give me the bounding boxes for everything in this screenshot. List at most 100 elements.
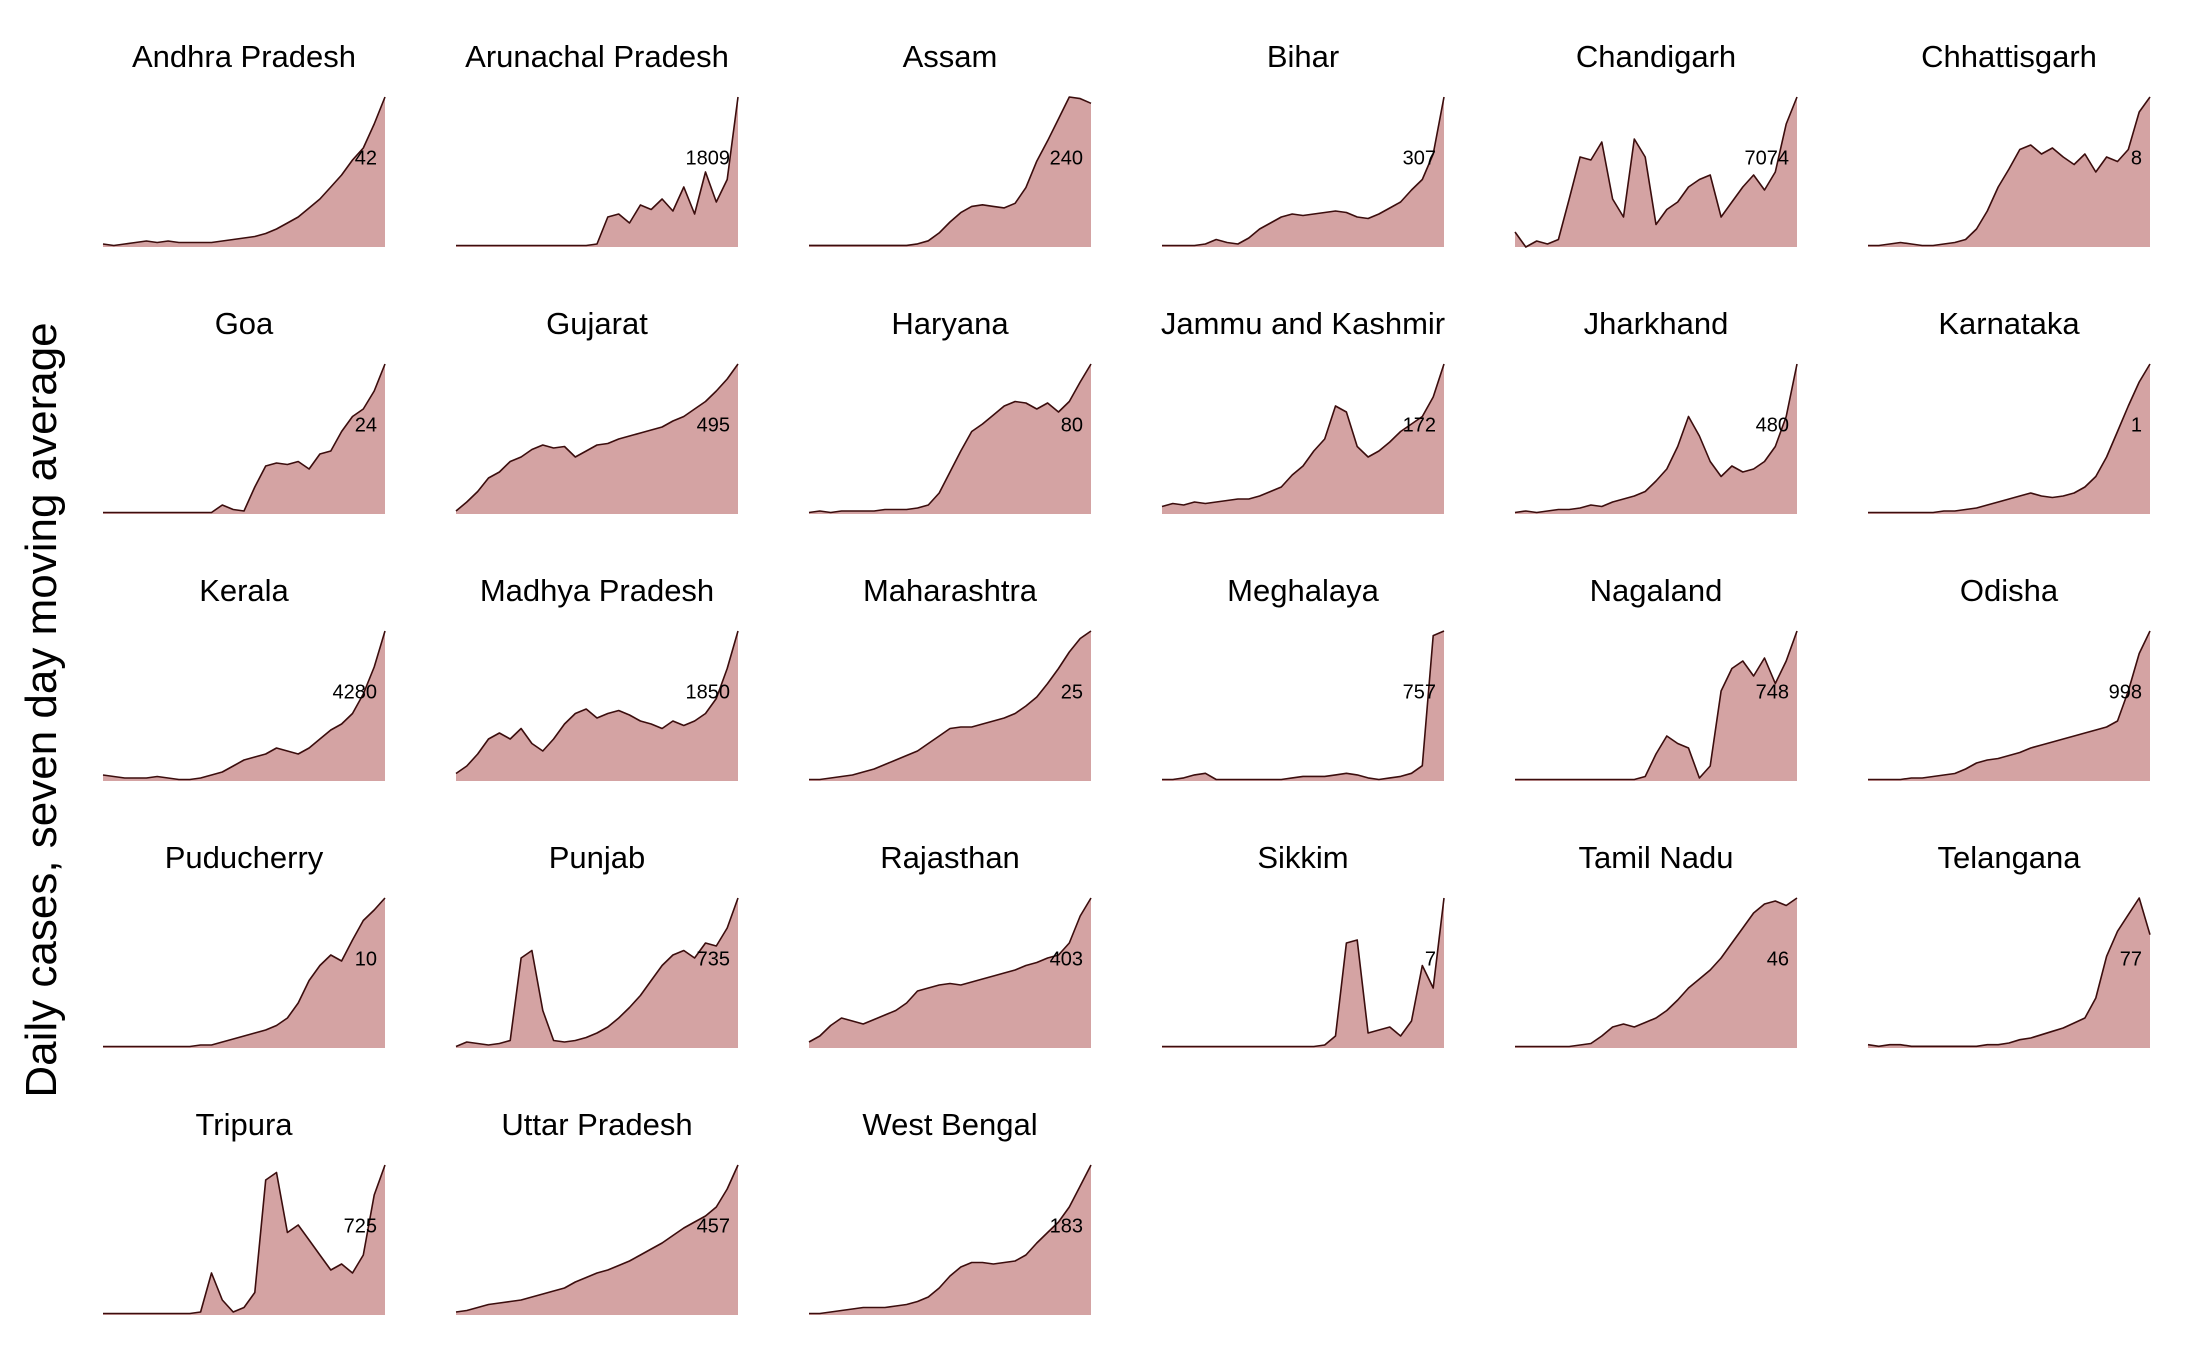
data-label: 1809: [686, 148, 731, 170]
area-series-madhya-pradesh: [456, 631, 738, 781]
area-series-uttar-pradesh: [456, 1165, 738, 1315]
data-label: 725: [344, 1216, 377, 1238]
line-series-tripura: [103, 1164, 386, 1315]
panel-haryana: Haryana 80: [808, 306, 1092, 514]
panel-tamil-nadu: Tamil Nadu 46: [1515, 840, 1798, 1048]
panel-title: Assam: [903, 39, 998, 74]
panel-title: Chhattisgarh: [1921, 39, 2097, 74]
panels-group: Andhra Pradesh 42 Arunachal Pradesh 1809 Ass…: [102, 39, 2151, 1315]
data-label: 25: [1061, 682, 1083, 704]
line-series-jammu-and-kashmir: [1161, 363, 1445, 508]
data-label: 4280: [333, 682, 378, 704]
panel-nagaland: Nagaland 748: [1515, 573, 1798, 781]
data-label: 495: [697, 415, 730, 437]
panel-maharashtra: Maharashtra 25: [809, 573, 1092, 781]
area-series-jammu-and-kashmir: [1162, 364, 1444, 514]
line-series-odisha: [1868, 630, 2151, 781]
line-series-gujarat: [455, 363, 739, 512]
data-label: 10: [355, 949, 377, 971]
line-series-karnataka: [1868, 363, 2151, 514]
y-axis-label: Daily cases, seven day moving average: [17, 322, 66, 1097]
panel-title: Meghalaya: [1227, 573, 1379, 608]
panel-chhattisgarh: Chhattisgarh 8: [1868, 39, 2151, 247]
panel-title: Maharashtra: [863, 573, 1038, 608]
area-series-maharashtra: [809, 631, 1091, 781]
panel-title: Telangana: [1937, 840, 2081, 875]
panel-madhya-pradesh: Madhya Pradesh 1850: [455, 573, 739, 781]
panel-title: Gujarat: [546, 306, 648, 341]
line-series-punjab: [455, 897, 739, 1048]
area-series-andhra-pradesh: [103, 97, 385, 247]
area-series-kerala: [103, 631, 385, 781]
line-series-telangana: [1867, 897, 2151, 1048]
area-series-nagaland: [1515, 631, 1797, 781]
data-label: 457: [697, 1216, 730, 1238]
panel-odisha: Odisha 998: [1868, 573, 2151, 781]
area-series-goa: [103, 364, 385, 514]
panel-title: Chandigarh: [1576, 39, 1736, 74]
panel-title: Odisha: [1960, 573, 2059, 608]
panel-jammu-and-kashmir: Jammu and Kashmir 172: [1161, 306, 1445, 514]
line-series-bihar: [1162, 96, 1445, 247]
panel-title: Rajasthan: [880, 840, 1020, 875]
line-series-sikkim: [1162, 897, 1445, 1048]
panel-meghalaya: Meghalaya 757: [1162, 573, 1445, 781]
line-series-madhya-pradesh: [455, 630, 739, 775]
panel-rajasthan: Rajasthan 403: [808, 840, 1092, 1048]
panel-west-bengal: West Bengal 183: [809, 1107, 1092, 1315]
panel-title: Jammu and Kashmir: [1161, 306, 1445, 341]
panel-title: Karnataka: [1938, 306, 2080, 341]
panel-gujarat: Gujarat 495: [455, 306, 739, 514]
area-series-karnataka: [1868, 364, 2150, 514]
data-label: 46: [1767, 949, 1789, 971]
area-series-telangana: [1868, 898, 2150, 1048]
panel-andhra-pradesh: Andhra Pradesh 42: [102, 39, 386, 247]
data-label: 8: [2131, 148, 2142, 170]
line-series-jharkhand: [1514, 363, 1798, 514]
panel-title: Kerala: [199, 573, 289, 608]
line-series-assam: [809, 96, 1092, 247]
line-series-chhattisgarh: [1868, 96, 2151, 247]
panel-karnataka: Karnataka 1: [1868, 306, 2151, 514]
line-series-kerala: [102, 630, 386, 781]
panel-puducherry: Puducherry 10: [103, 840, 386, 1048]
panel-jharkhand: Jharkhand 480: [1514, 306, 1798, 514]
panel-title: Uttar Pradesh: [501, 1107, 692, 1142]
data-label: 998: [2109, 682, 2142, 704]
data-label: 307: [1403, 148, 1436, 170]
line-series-chandigarh: [1514, 96, 1798, 248]
area-series-punjab: [456, 898, 738, 1048]
data-label: 1: [2131, 415, 2142, 437]
panel-title: West Bengal: [862, 1107, 1037, 1142]
line-series-west-bengal: [809, 1164, 1092, 1315]
panel-tripura: Tripura 725: [103, 1107, 386, 1315]
data-label: 480: [1756, 415, 1789, 437]
area-series-west-bengal: [809, 1165, 1091, 1315]
line-series-puducherry: [103, 897, 386, 1048]
area-series-rajasthan: [809, 898, 1091, 1048]
data-label: 24: [355, 415, 377, 437]
panel-title: Sikkim: [1257, 840, 1348, 875]
line-series-andhra-pradesh: [102, 96, 386, 247]
data-label: 240: [1050, 148, 1083, 170]
area-series-odisha: [1868, 631, 2150, 781]
line-series-maharashtra: [809, 630, 1092, 781]
data-label: 735: [697, 949, 730, 971]
line-series-arunachal-pradesh: [456, 96, 739, 247]
panel-title: Puducherry: [165, 840, 324, 875]
data-label: 403: [1050, 949, 1083, 971]
line-series-tamil-nadu: [1515, 897, 1798, 1048]
panel-title: Jharkhand: [1584, 306, 1729, 341]
panel-title: Andhra Pradesh: [132, 39, 356, 74]
line-series-goa: [103, 363, 386, 514]
panel-title: Goa: [215, 306, 274, 341]
panel-title: Madhya Pradesh: [480, 573, 714, 608]
panel-goa: Goa 24: [103, 306, 386, 514]
line-series-meghalaya: [1162, 630, 1445, 781]
panel-title: Tamil Nadu: [1578, 840, 1733, 875]
data-label: 7: [1425, 949, 1436, 971]
area-series-jharkhand: [1515, 364, 1797, 514]
panel-chandigarh: Chandigarh 7074: [1514, 39, 1798, 248]
area-series-arunachal-pradesh: [456, 97, 738, 247]
